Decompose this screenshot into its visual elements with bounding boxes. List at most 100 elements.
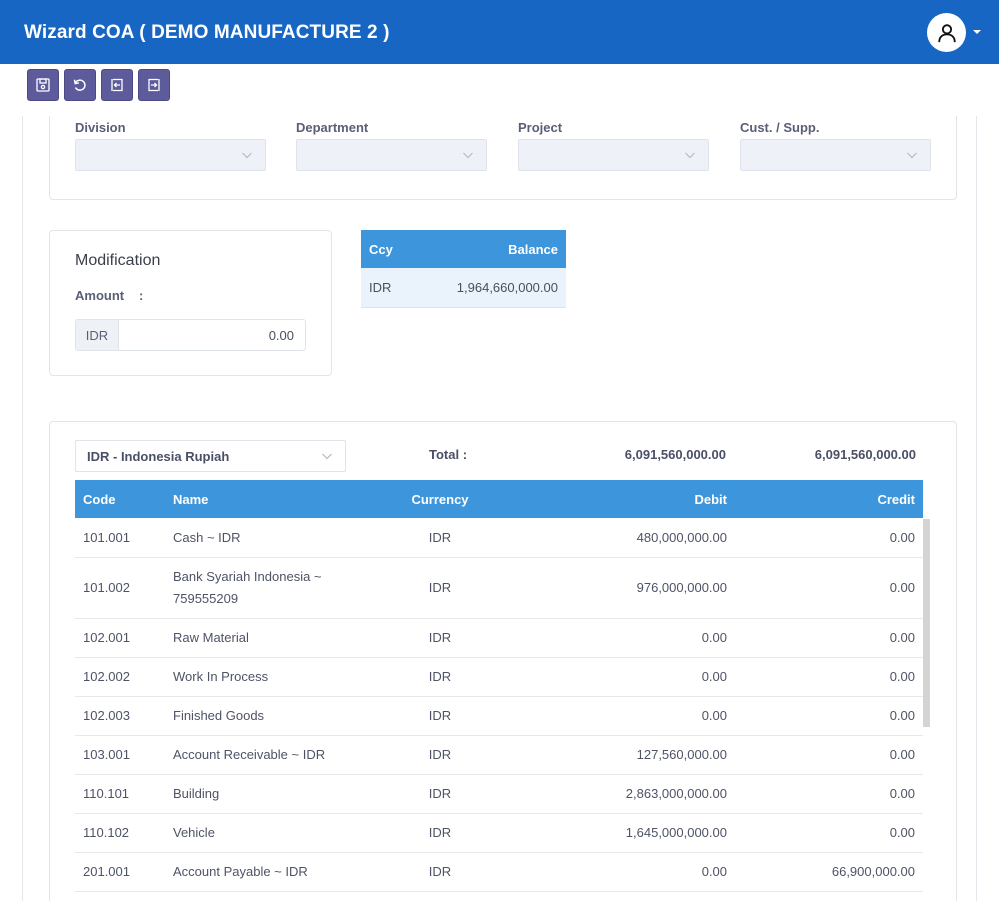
user-menu-caret-icon[interactable] — [973, 30, 981, 34]
table-scrollbar[interactable] — [923, 519, 930, 727]
credit-cell[interactable]: 0.00 — [735, 557, 923, 619]
exit-right-icon — [148, 78, 160, 92]
table-row[interactable]: 102.002 Work In Process IDR 0.00 0.00 — [75, 657, 923, 697]
balance-value-cell: 1,964,660,000.00 — [413, 268, 566, 308]
debit-cell[interactable]: 2,863,000,000.00 — [515, 774, 735, 814]
department-label: Department — [296, 120, 369, 135]
name-cell: Finished Goods — [165, 696, 365, 736]
division-select[interactable] — [75, 139, 266, 171]
debit-cell[interactable]: 1,645,000,000.00 — [515, 813, 735, 853]
user-icon — [937, 23, 956, 42]
currency-cell: IDR — [365, 813, 515, 853]
currency-cell: IDR — [365, 657, 515, 697]
coa-table: Code Name Currency Debit Credit 101.001 … — [75, 480, 923, 892]
coa-panel: IDR - Indonesia Rupiah Total : 6,091,560… — [49, 421, 957, 901]
user-avatar[interactable] — [927, 13, 966, 52]
amount-input-group: IDR 0.00 — [75, 319, 306, 351]
credit-cell[interactable]: 0.00 — [735, 813, 923, 853]
table-row[interactable]: 110.101 Building IDR 2,863,000,000.00 0.… — [75, 774, 923, 814]
department-select[interactable] — [296, 139, 487, 171]
balance-header-ccy: Ccy — [361, 230, 414, 268]
toolbar — [27, 69, 170, 101]
table-row[interactable]: 110.102 Vehicle IDR 1,645,000,000.00 0.0… — [75, 813, 923, 853]
currency-select[interactable]: IDR - Indonesia Rupiah — [75, 440, 346, 472]
currency-cell: IDR — [365, 852, 515, 892]
currency-cell: IDR — [365, 518, 515, 558]
header-code: Code — [75, 480, 165, 518]
exit-right-button[interactable] — [138, 69, 170, 101]
name-cell: Account Payable ~ IDR — [165, 852, 365, 892]
save-icon — [36, 78, 50, 92]
header-name: Name — [165, 480, 365, 518]
balance-ccy-cell: IDR — [361, 268, 414, 308]
division-label: Division — [75, 120, 126, 135]
amount-input[interactable]: 0.00 — [268, 327, 294, 343]
header-debit: Debit — [515, 480, 735, 518]
name-cell: Cash ~ IDR — [165, 518, 365, 558]
currency-cell: IDR — [365, 735, 515, 775]
save-button[interactable] — [27, 69, 59, 101]
debit-cell[interactable]: 0.00 — [515, 696, 735, 736]
code-cell: 102.002 — [75, 657, 165, 697]
total-credit: 6,091,560,000.00 — [814, 447, 916, 462]
debit-cell[interactable]: 127,560,000.00 — [515, 735, 735, 775]
amount-currency-addon: IDR — [76, 320, 119, 350]
debit-cell[interactable]: 0.00 — [515, 657, 735, 697]
code-cell: 101.001 — [75, 518, 165, 558]
name-cell: Bank Syariah Indonesia ~ 759555209 — [165, 557, 365, 619]
balance-header-balance: Balance — [413, 230, 566, 268]
chevron-down-icon — [242, 152, 252, 159]
name-cell: Account Receivable ~ IDR — [165, 735, 365, 775]
table-row[interactable]: 101.001 Cash ~ IDR IDR 480,000,000.00 0.… — [75, 518, 923, 558]
amount-label: Amount — [75, 288, 125, 303]
balance-table: Ccy Balance IDR 1,964,660,000.00 — [361, 230, 566, 308]
project-select[interactable] — [518, 139, 709, 171]
debit-cell[interactable]: 0.00 — [515, 618, 735, 658]
credit-cell[interactable]: 66,900,000.00 — [735, 852, 923, 892]
code-cell: 102.001 — [75, 618, 165, 658]
credit-cell[interactable]: 0.00 — [735, 618, 923, 658]
table-row[interactable]: 102.001 Raw Material IDR 0.00 0.00 — [75, 618, 923, 658]
credit-cell[interactable]: 0.00 — [735, 774, 923, 814]
filter-panel: Division Department Project Cust. / Supp… — [49, 116, 957, 200]
currency-cell: IDR — [365, 557, 515, 619]
refresh-button[interactable] — [64, 69, 96, 101]
modification-panel: Modification Amount : IDR 0.00 — [49, 230, 332, 376]
chevron-down-icon — [322, 453, 332, 460]
exit-left-icon — [111, 78, 123, 92]
page-title: Wizard COA ( DEMO MANUFACTURE 2 ) — [24, 22, 390, 43]
top-bar: Wizard COA ( DEMO MANUFACTURE 2 ) — [0, 0, 999, 64]
debit-cell[interactable]: 480,000,000.00 — [515, 518, 735, 558]
currency-cell: IDR — [365, 618, 515, 658]
chevron-down-icon — [463, 152, 473, 159]
exit-left-button[interactable] — [101, 69, 133, 101]
total-debit: 6,091,560,000.00 — [624, 447, 726, 462]
name-cell: Raw Material — [165, 618, 365, 658]
currency-select-value: IDR - Indonesia Rupiah — [87, 449, 230, 464]
header-credit: Credit — [735, 480, 923, 518]
debit-cell[interactable]: 976,000,000.00 — [515, 557, 735, 619]
code-cell: 201.001 — [75, 852, 165, 892]
code-cell: 110.102 — [75, 813, 165, 853]
name-cell: Building — [165, 774, 365, 814]
credit-cell[interactable]: 0.00 — [735, 735, 923, 775]
table-row[interactable]: 102.003 Finished Goods IDR 0.00 0.00 — [75, 696, 923, 736]
table-row: IDR 1,964,660,000.00 — [361, 268, 566, 308]
header-currency: Currency — [365, 480, 515, 518]
currency-cell: IDR — [365, 696, 515, 736]
table-row[interactable]: 201.001 Account Payable ~ IDR IDR 0.00 6… — [75, 852, 923, 892]
code-cell: 101.002 — [75, 557, 165, 619]
refresh-icon — [73, 79, 86, 91]
table-row[interactable]: 103.001 Account Receivable ~ IDR IDR 127… — [75, 735, 923, 775]
debit-cell[interactable]: 0.00 — [515, 852, 735, 892]
code-cell: 102.003 — [75, 696, 165, 736]
cust-supp-select[interactable] — [740, 139, 931, 171]
credit-cell[interactable]: 0.00 — [735, 696, 923, 736]
project-label: Project — [518, 120, 563, 135]
table-row[interactable]: 101.002 Bank Syariah Indonesia ~ 7595552… — [75, 557, 923, 619]
main-content[interactable]: Division Department Project Cust. / Supp… — [22, 116, 977, 901]
credit-cell[interactable]: 0.00 — [735, 518, 923, 558]
credit-cell[interactable]: 0.00 — [735, 657, 923, 697]
name-cell: Vehicle — [165, 813, 365, 853]
cust-supp-label: Cust. / Supp. — [740, 120, 820, 135]
